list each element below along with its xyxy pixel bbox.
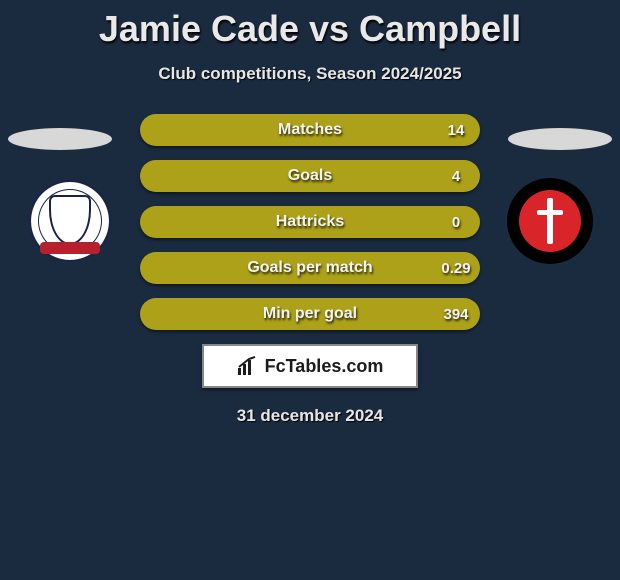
stat-row-matches: Matches 14 bbox=[140, 114, 480, 146]
stat-label: Goals bbox=[188, 167, 432, 185]
brand-text: FcTables.com bbox=[265, 356, 384, 377]
stat-right-value: 4 bbox=[432, 168, 480, 185]
brand-bar[interactable]: FcTables.com bbox=[202, 344, 418, 388]
stat-right-value: 0 bbox=[432, 214, 480, 231]
fctables-chart-icon bbox=[237, 356, 259, 376]
stat-right-value: 0.29 bbox=[432, 260, 480, 277]
stats-block: Matches 14 Goals 4 Hattricks 0 Goals per… bbox=[0, 114, 620, 426]
page-subtitle: Club competitions, Season 2024/2025 bbox=[0, 64, 620, 84]
date-label: 31 december 2024 bbox=[0, 406, 620, 426]
stat-label: Goals per match bbox=[188, 259, 432, 277]
stat-label: Hattricks bbox=[188, 213, 432, 231]
stat-row-hattricks: Hattricks 0 bbox=[140, 206, 480, 238]
stat-label: Min per goal bbox=[188, 305, 432, 323]
stat-row-goals-per-match: Goals per match 0.29 bbox=[140, 252, 480, 284]
stat-row-min-per-goal: Min per goal 394 bbox=[140, 298, 480, 330]
stat-row-goals: Goals 4 bbox=[140, 160, 480, 192]
stat-right-value: 14 bbox=[432, 122, 480, 139]
page-title: Jamie Cade vs Campbell bbox=[0, 0, 620, 50]
stat-label: Matches bbox=[188, 121, 432, 139]
stat-right-value: 394 bbox=[432, 306, 480, 323]
